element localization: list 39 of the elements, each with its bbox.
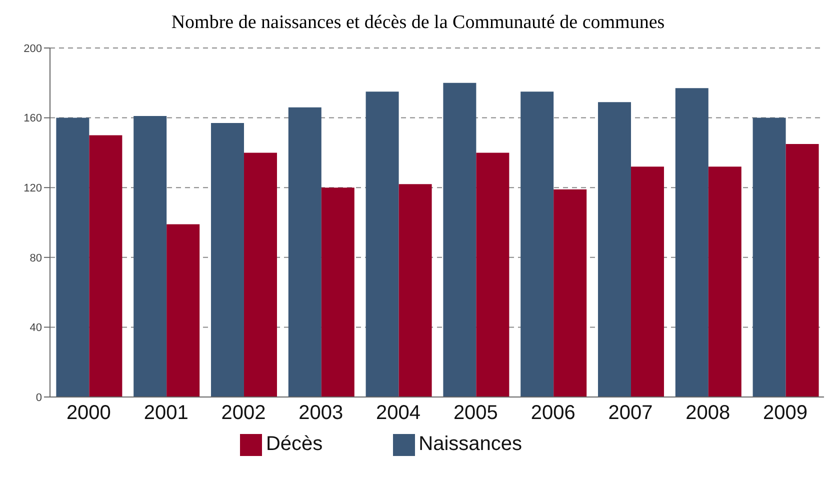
- bar: [244, 152, 277, 397]
- y-tick-label: 200: [24, 42, 42, 55]
- bar: [443, 82, 476, 397]
- bar: [288, 107, 322, 397]
- bar: [56, 118, 90, 397]
- bar: [675, 88, 708, 397]
- chart-title: Nombre de naissances et décès de la Communauté de communes: [170, 12, 666, 34]
- x-tick-label: 2007: [608, 402, 653, 424]
- bar: [786, 144, 819, 397]
- x-tick-label: 2000: [66, 402, 111, 424]
- x-tick-label: 2005: [453, 402, 498, 424]
- legend-label: Naissances: [418, 433, 522, 455]
- y-tick-label: 160: [24, 112, 42, 125]
- x-tick-label: 2003: [298, 402, 344, 424]
- legend-label: Décès: [266, 433, 323, 455]
- bar: [708, 166, 742, 397]
- y-tick-label: 120: [24, 182, 42, 195]
- bar: [321, 188, 354, 397]
- bar: [554, 189, 587, 397]
- bar: [210, 123, 244, 397]
- bar: [520, 92, 554, 397]
- bar: [89, 135, 122, 397]
- x-tick-label: 2004: [376, 402, 421, 424]
- x-tick-label: 2002: [221, 402, 266, 424]
- bar: [598, 102, 631, 397]
- x-tick-label: 2009: [763, 402, 808, 424]
- x-tick-label: 2001: [144, 402, 188, 424]
- x-tick-label: 2008: [686, 402, 730, 424]
- bar: [630, 166, 664, 397]
- y-tick-label: 0: [36, 392, 42, 404]
- bar: [398, 184, 432, 397]
- bar: [134, 116, 167, 397]
- bar: [476, 152, 510, 397]
- bar: [366, 92, 399, 397]
- bar: [166, 224, 200, 397]
- bar: [752, 118, 786, 397]
- x-tick-label: 2006: [530, 402, 576, 424]
- y-tick-label: 40: [30, 322, 42, 334]
- y-tick-label: 80: [30, 252, 42, 264]
